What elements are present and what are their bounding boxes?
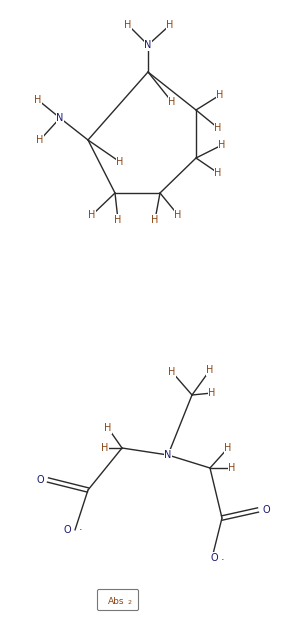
Text: O: O [210,553,218,563]
FancyBboxPatch shape [97,590,139,610]
Text: N: N [56,113,64,123]
Text: H: H [101,443,109,453]
Text: H: H [104,423,112,433]
Text: H: H [214,168,222,178]
Text: H: H [168,97,176,107]
Text: H: H [36,135,44,145]
Text: H: H [88,210,96,220]
Text: H: H [34,95,42,105]
Text: O: O [36,475,44,485]
Text: N: N [144,40,152,50]
Text: H: H [124,20,132,30]
Text: N: N [164,450,172,460]
Text: H: H [151,215,159,225]
Text: H: H [208,388,216,398]
Text: H: H [218,140,226,150]
Text: H: H [214,123,222,133]
Text: H: H [114,215,122,225]
Text: H: H [224,443,232,453]
Text: O: O [63,525,71,535]
Text: ·: · [221,555,225,565]
Text: Abs: Abs [108,597,124,606]
Text: H: H [174,210,182,220]
Text: H: H [228,463,236,473]
Text: ·: · [79,525,83,535]
Text: H: H [206,365,214,375]
Text: 2: 2 [127,601,131,606]
Text: H: H [166,20,174,30]
Text: H: H [216,90,224,100]
Text: H: H [116,157,124,167]
Text: O: O [262,505,270,515]
Text: H: H [168,367,176,377]
